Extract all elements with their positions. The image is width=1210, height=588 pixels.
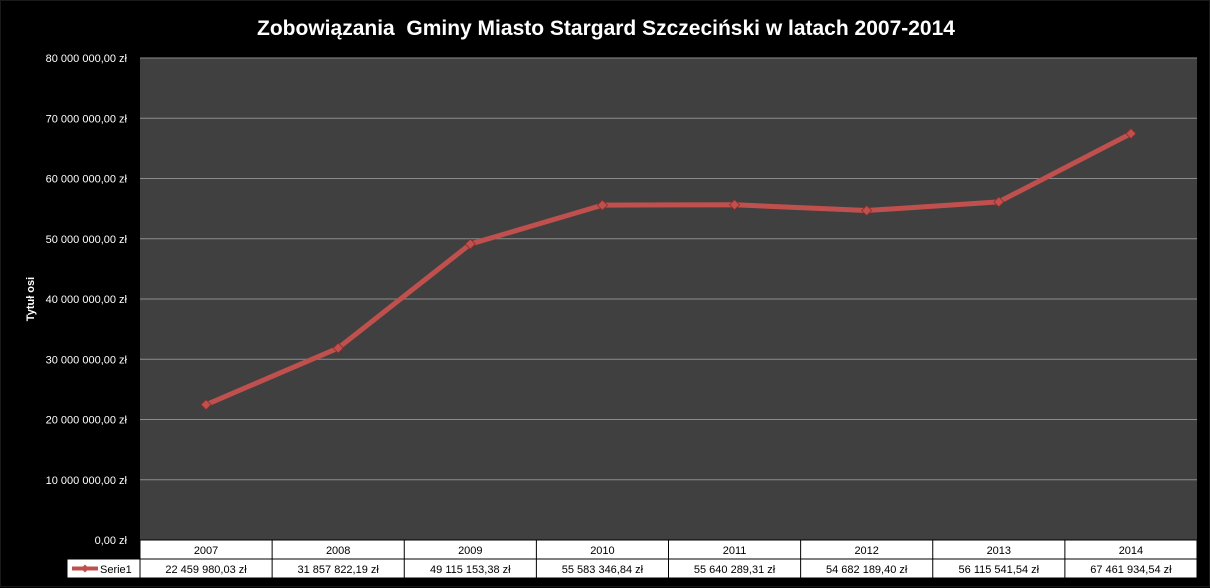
x-tick-label: 2012 [854, 545, 878, 557]
x-tick-label: 2013 [987, 545, 1011, 557]
data-label: 55 640 289,31 zł [694, 564, 776, 576]
data-point [861, 204, 873, 217]
data-label: 31 857 822,19 zł [298, 564, 380, 576]
data-label: 56 115 541,54 zł [959, 564, 1040, 576]
data-label: 67 461 934,54 zł [1090, 564, 1172, 576]
data-label: 54 682 189,40 zł [826, 564, 908, 576]
data-point [1125, 127, 1137, 140]
y-tick-label: 30 000 000,00 zł [46, 354, 128, 366]
data-point [728, 199, 741, 211]
y-tick-label: 10 000 000,00 zł [46, 475, 128, 487]
data-point [993, 196, 1005, 208]
y-tick-label: 20 000 000,00 zł [46, 415, 128, 427]
series-layer [200, 127, 1137, 411]
y-tick-label: 80 000 000,00 zł [46, 53, 128, 65]
legend-label: Serie1 [100, 564, 132, 576]
x-tick-label: 2011 [723, 545, 747, 557]
y-axis-title: Tytuł osi [25, 277, 37, 321]
y-tick-label: 60 000 000,00 zł [46, 174, 128, 186]
series-line [203, 131, 1134, 408]
x-tick-label: 2010 [590, 545, 614, 557]
data-point [332, 342, 344, 354]
y-tick-label: 0,00 zł [95, 535, 128, 547]
data-label: 55 583 346,84 zł [562, 564, 644, 576]
x-tick-label: 2007 [194, 545, 218, 557]
x-tick-label: 2014 [1119, 545, 1143, 557]
legend-marker-key [81, 564, 89, 573]
x-tick-label: 2009 [458, 545, 482, 557]
data-point [464, 238, 476, 250]
y-tick-label: 70 000 000,00 zł [46, 113, 128, 125]
data-point [596, 199, 609, 211]
y-axis-ticks: 0,00 zł 10 000 000,00 zł 20 000 000,00 zł 3… [46, 53, 128, 547]
y-tick-label: 50 000 000,00 zł [46, 234, 128, 246]
data-label: 22 459 980,03 zł [165, 564, 247, 576]
data-table: 2007 2008 2009 2010 2011 2012 2013 2014 22 459 9… [66, 539, 1198, 579]
x-tick-label: 2008 [326, 545, 350, 557]
data-label: 49 115 153,38 zł [430, 564, 511, 576]
chart-title: Zobowiązania Gminy Miasto Stargard Szcze… [257, 17, 955, 40]
data-point [200, 399, 212, 411]
y-tick-label: 40 000 000,00 zł [46, 294, 128, 306]
